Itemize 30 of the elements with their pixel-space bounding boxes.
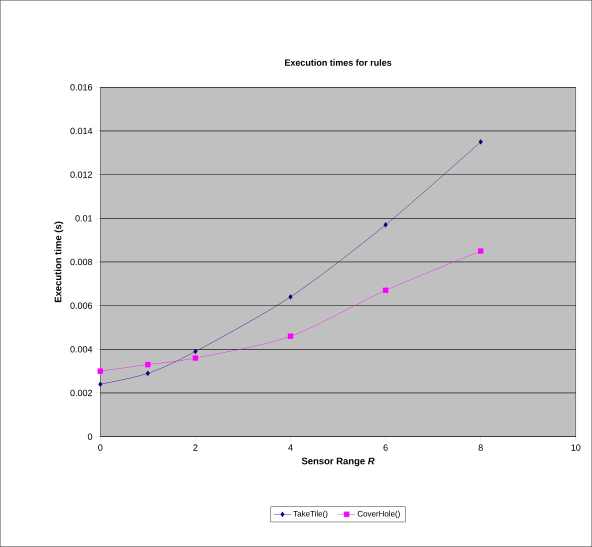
x-tick-label: 4 — [288, 444, 293, 451]
point — [288, 334, 294, 339]
point — [146, 370, 150, 376]
point — [478, 139, 483, 145]
point — [382, 288, 388, 294]
point — [384, 222, 388, 228]
x-axis-title: Sensor Range R — [302, 458, 375, 466]
y-tick-label: 0.008 — [70, 258, 92, 266]
y-axis-title: Execution time (s) — [54, 222, 64, 302]
point — [98, 382, 102, 387]
x-tick-label: 10 — [571, 444, 580, 451]
y-tick-label: 0.006 — [70, 302, 92, 309]
point — [478, 248, 484, 254]
x-tick-label: 6 — [384, 444, 388, 451]
x-tick-label: 0 — [98, 444, 102, 451]
y-tick-label: 0.002 — [70, 390, 92, 396]
x-tick-label: 2 — [193, 444, 198, 451]
y-tick-label: 0.012 — [70, 171, 92, 178]
y-tick-label: 0.016 — [70, 84, 92, 90]
chart-title: Execution times for rules — [285, 59, 392, 66]
y-tick-label: 0.01 — [75, 215, 92, 222]
y-tick-label: 0.004 — [70, 346, 92, 353]
point — [192, 355, 198, 361]
point — [193, 348, 198, 354]
point — [288, 294, 293, 300]
point — [145, 362, 151, 368]
x-tick-label: 8 — [478, 444, 483, 451]
y-tick-label: 0.014 — [70, 128, 92, 134]
point — [98, 368, 103, 374]
y-tick-label: 0 — [88, 433, 92, 440]
